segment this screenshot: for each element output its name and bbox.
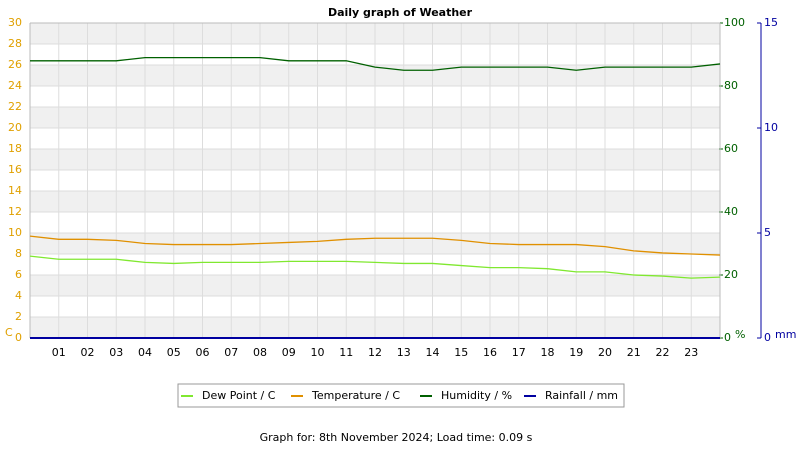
y3-tick-label: 5 bbox=[764, 226, 771, 239]
y2-tick-label: 0 bbox=[724, 331, 731, 344]
x-tick-label: 06 bbox=[196, 346, 210, 359]
y2-axis-label: % bbox=[735, 328, 745, 341]
x-tick-label: 13 bbox=[397, 346, 411, 359]
y3-tick-label: 15 bbox=[764, 16, 778, 29]
x-tick-label: 02 bbox=[81, 346, 95, 359]
y-tick-label: 28 bbox=[8, 37, 22, 50]
legend-label: Dew Point / C bbox=[202, 389, 276, 402]
y-tick-label: 30 bbox=[8, 16, 22, 29]
legend-box bbox=[177, 383, 625, 408]
chart-title: Daily graph of Weather bbox=[328, 6, 473, 19]
x-tick-label: 05 bbox=[167, 346, 181, 359]
y-axis-label: C bbox=[5, 326, 13, 339]
x-tick-label: 23 bbox=[684, 346, 698, 359]
x-tick-label: 07 bbox=[224, 346, 238, 359]
y2-tick-label: 20 bbox=[724, 268, 738, 281]
y-tick-label: 8 bbox=[15, 247, 22, 260]
y-tick-label: 20 bbox=[8, 121, 22, 134]
footer: Graph for: 8th November 2024; Load time:… bbox=[260, 431, 533, 444]
y3-tick-label: 0 bbox=[764, 331, 771, 344]
y3-tick-label: 10 bbox=[764, 121, 778, 134]
x-tick-label: 09 bbox=[282, 346, 296, 359]
x-tick-label: 20 bbox=[598, 346, 612, 359]
y-tick-label: 2 bbox=[15, 310, 22, 323]
y3-axis-label: mm bbox=[775, 328, 796, 341]
x-tick-label: 19 bbox=[569, 346, 583, 359]
x-tick-label: 17 bbox=[512, 346, 526, 359]
x-tick-label: 08 bbox=[253, 346, 267, 359]
series-line bbox=[29, 235, 721, 256]
y2-tick-label: 60 bbox=[724, 142, 738, 155]
y-tick-label: 12 bbox=[8, 205, 22, 218]
legend-label: Rainfall / mm bbox=[545, 389, 618, 402]
x-tick-label: 16 bbox=[483, 346, 497, 359]
x-tick-label: 18 bbox=[541, 346, 555, 359]
y2-tick-label: 80 bbox=[724, 79, 738, 92]
x-tick-label: 03 bbox=[109, 346, 123, 359]
series-line bbox=[30, 57, 721, 71]
y2-tick-label: 40 bbox=[724, 205, 738, 218]
y2-tick-label: 100 bbox=[724, 16, 745, 29]
y-tick-label: 22 bbox=[8, 100, 22, 113]
y-tick-label: 16 bbox=[8, 163, 22, 176]
y-tick-label: 10 bbox=[8, 226, 22, 239]
y-tick-label: 4 bbox=[15, 289, 22, 302]
y-tick-label: 14 bbox=[8, 184, 22, 197]
x-tick-label: 11 bbox=[339, 346, 353, 359]
x-tick-label: 04 bbox=[138, 346, 152, 359]
y-tick-label: 18 bbox=[8, 142, 22, 155]
x-tick-label: 21 bbox=[627, 346, 641, 359]
y-tick-label: 26 bbox=[8, 58, 22, 71]
x-tick-label: 10 bbox=[311, 346, 325, 359]
x-tick-label: 15 bbox=[454, 346, 468, 359]
x-tick-label: 14 bbox=[426, 346, 440, 359]
x-tick-label: 12 bbox=[368, 346, 382, 359]
legend-label: Temperature / C bbox=[311, 389, 400, 402]
y-tick-label: 0 bbox=[15, 331, 22, 344]
series-line bbox=[29, 255, 721, 279]
y-tick-label: 6 bbox=[15, 268, 22, 281]
x-tick-label: 01 bbox=[52, 346, 66, 359]
x-tick-label: 22 bbox=[656, 346, 670, 359]
y-tick-label: 24 bbox=[8, 79, 22, 92]
legend-label: Humidity / % bbox=[441, 389, 512, 402]
